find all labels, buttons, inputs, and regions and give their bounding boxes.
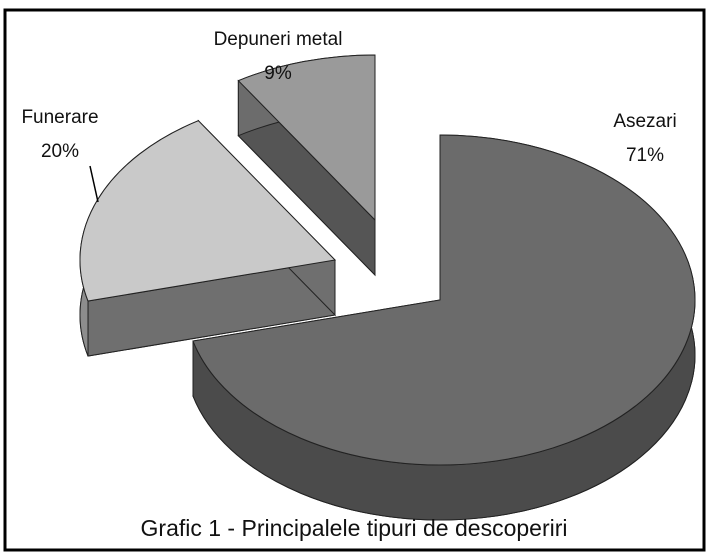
slice-top bbox=[192, 134, 696, 466]
slice-label: Depuneri metal bbox=[214, 29, 343, 50]
slice bbox=[79, 119, 337, 357]
slice-top bbox=[237, 54, 376, 222]
slice bbox=[237, 54, 376, 277]
chart-title: Grafic 1 - Principalele tipuri de descop… bbox=[141, 515, 568, 541]
slice bbox=[192, 134, 696, 521]
slice-value-label: 9% bbox=[264, 63, 292, 84]
slice-value-label: 20% bbox=[41, 141, 79, 162]
slice-value-label: 71% bbox=[626, 145, 664, 166]
slice-label: Asezari bbox=[613, 111, 676, 132]
leader-line bbox=[89, 165, 99, 203]
slice-label: Funerare bbox=[21, 107, 98, 128]
